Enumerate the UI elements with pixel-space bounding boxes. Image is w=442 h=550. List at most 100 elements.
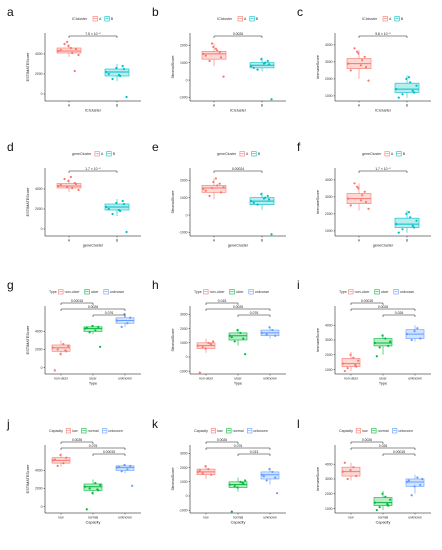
legend-title: Capacity: [194, 429, 208, 433]
data-point: [207, 341, 210, 344]
legend-label: B: [256, 17, 259, 21]
significance-bracket: [382, 314, 416, 317]
legend-title: Capacity: [339, 429, 353, 433]
legend-label: normal: [233, 429, 244, 433]
data-point: [91, 491, 94, 495]
data-point: [120, 470, 123, 473]
data-point: [219, 56, 223, 59]
data-point: [196, 470, 199, 474]
legend-title: geneCluster: [217, 152, 237, 156]
significance-label: 0.076: [89, 444, 98, 448]
data-point: [88, 331, 91, 334]
legend-label: unknown: [253, 429, 267, 433]
data-point: [357, 187, 360, 190]
panel-letter: e: [152, 140, 159, 154]
significance-bracket: [68, 170, 118, 173]
box-iqr: [201, 185, 227, 193]
x-tick-label: A: [213, 239, 216, 243]
data-point: [341, 362, 344, 365]
data-point: [419, 483, 422, 487]
significance-bracket: [358, 35, 408, 38]
significance-label: 1.7 × 10⁻⁵: [375, 167, 391, 171]
significance-bracket: [213, 170, 263, 173]
x-tick-label: A: [68, 104, 71, 108]
legend-label: low: [217, 429, 223, 433]
significance-label: 0.015: [218, 299, 227, 303]
data-point: [343, 369, 346, 373]
data-point: [363, 190, 366, 193]
data-point: [53, 458, 56, 461]
data-point: [59, 48, 62, 52]
data-point: [99, 483, 102, 486]
data-point: [69, 175, 73, 179]
x-tick-label: ulcer: [379, 377, 387, 381]
significance-label: 0.0026: [362, 438, 372, 442]
data-point: [56, 348, 59, 351]
data-point: [268, 467, 271, 471]
y-tick-label: 2000: [35, 487, 43, 491]
y-tick-label: 0: [186, 355, 188, 359]
x-axis-label: geneCluster: [228, 244, 249, 248]
legend-title: Capacity: [49, 429, 63, 433]
significance-label: 0.013: [250, 450, 259, 454]
data-point: [384, 495, 387, 498]
data-point: [196, 344, 199, 347]
significance-label: 0.0026: [72, 438, 82, 442]
x-tick-label: unknown: [118, 516, 132, 520]
significance-bracket: [205, 447, 271, 450]
data-point: [97, 325, 100, 328]
data-point: [107, 207, 110, 211]
data-point: [407, 211, 411, 214]
x-tick-label: unknown: [118, 377, 132, 381]
legend-label: A: [391, 152, 394, 156]
y-tick-label: 0: [186, 494, 188, 498]
y-tick-label: 4000: [325, 178, 333, 182]
legend-label: B: [258, 152, 261, 156]
data-point: [397, 231, 400, 234]
y-tick-label: 1000: [180, 61, 188, 65]
y-axis-label: StromalScore: [171, 328, 175, 351]
data-point: [260, 473, 263, 476]
data-point: [111, 77, 114, 81]
data-point: [121, 199, 124, 203]
box-iqr: [394, 217, 420, 228]
panel-c: c ICIcluster A B 1000 2000 3000 4000 ImmuneScore…: [297, 5, 431, 113]
data-point: [74, 47, 78, 51]
data-point: [411, 224, 414, 227]
data-point: [236, 328, 239, 332]
data-point: [349, 204, 352, 207]
y-tick-label: 0: [186, 78, 188, 82]
data-point: [214, 47, 218, 50]
y-tick-label: 3000: [325, 60, 333, 64]
data-point: [361, 194, 364, 197]
data-point: [410, 338, 413, 342]
panel-g: g Type non-ulcer ulcer unknown 0 2000 4000 ESTIM…: [7, 278, 141, 386]
data-point: [202, 187, 205, 191]
x-tick-label: B: [116, 239, 119, 243]
data-point: [65, 456, 68, 459]
data-point: [59, 453, 62, 457]
data-point: [51, 459, 55, 462]
data-point: [265, 333, 268, 336]
data-point: [239, 331, 242, 335]
data-point: [216, 184, 219, 187]
data-point: [256, 68, 259, 71]
data-point: [262, 197, 266, 200]
x-axis-label: Type: [89, 382, 97, 386]
significance-label: 0.076: [234, 444, 243, 448]
panel-letter: g: [7, 278, 14, 292]
data-point: [105, 70, 108, 74]
x-axis-label: Type: [234, 382, 242, 386]
significance-label: 1.7 × 10⁻⁵: [85, 167, 101, 171]
y-tick-label: 4000: [325, 43, 333, 47]
x-axis-label: Capacity: [86, 521, 101, 525]
legend-label: ulcer: [91, 290, 100, 294]
data-point: [222, 75, 225, 78]
panel-letter: j: [6, 417, 10, 431]
y-tick-label: 1000: [180, 196, 188, 200]
data-point: [63, 42, 66, 46]
data-point: [91, 324, 94, 328]
significance-label: 0.0026: [233, 305, 243, 309]
y-tick-label: 3000: [180, 452, 188, 456]
